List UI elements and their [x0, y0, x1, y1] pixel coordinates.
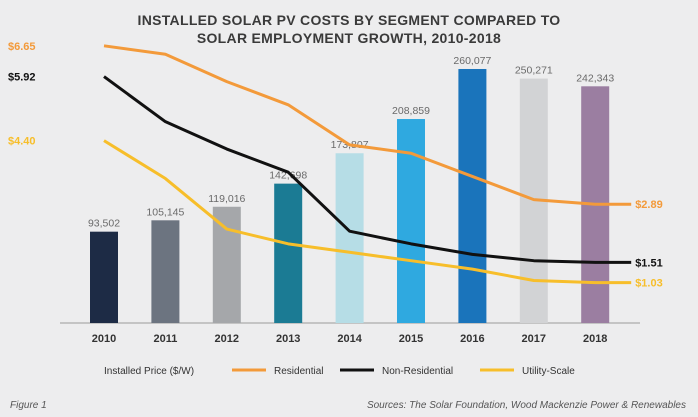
price-end-label-non-residential: $1.51 — [635, 257, 663, 269]
chart-title-line-2: SOLAR EMPLOYMENT GROWTH, 2010-2018 — [196, 30, 502, 46]
x-tick-label-2014: 2014 — [337, 333, 362, 345]
price-end-label-residential: $2.89 — [635, 199, 663, 211]
x-tick-label-2010: 2010 — [92, 333, 116, 345]
employment-bar-2010 — [90, 231, 118, 323]
bar-value-label-2016: 260,077 — [453, 55, 491, 67]
bar-value-label-2018: 242,343 — [576, 72, 614, 84]
bar-value-label-2012: 119,016 — [208, 193, 245, 205]
bar-value-label-2011: 105,145 — [146, 206, 184, 218]
employment-bar-2016 — [458, 68, 487, 324]
bar-value-label-2013: 142,698 — [269, 170, 307, 182]
x-tick-label-2011: 2011 — [153, 333, 177, 345]
price-line-non-residential — [103, 75, 632, 264]
price-line-utility-scale — [103, 139, 632, 285]
price-start-label-utility-scale: $4.40 — [8, 136, 36, 148]
bar-value-label-2010: 93,502 — [88, 218, 120, 230]
x-tick-label-2016: 2016 — [460, 333, 484, 345]
sources-note: Sources: The Solar Foundation, Wood Mack… — [366, 400, 686, 411]
chart-title-line-1: INSTALLED SOLAR PV COSTS BY SEGMENT COMP… — [137, 12, 561, 28]
bar-value-label-2015: 208,859 — [392, 105, 430, 117]
x-tick-label-2015: 2015 — [399, 333, 423, 345]
employment-bar-2011 — [151, 220, 180, 323]
legend-label-residential: Residential — [274, 366, 323, 377]
legend-label-utility-scale: Utility-Scale — [522, 366, 575, 377]
figure-label: Figure 1 — [10, 400, 47, 411]
employment-bar-2013 — [274, 183, 303, 323]
x-tick-label-2017: 2017 — [522, 333, 546, 345]
employment-bar-2014 — [335, 153, 364, 323]
x-tick-label-2012: 2012 — [215, 333, 239, 345]
price-start-label-residential: $6.65 — [8, 41, 36, 53]
price-line-residential — [103, 44, 632, 206]
employment-bar-2015 — [397, 119, 425, 323]
legend-label-non-residential: Non-Residential — [382, 366, 453, 377]
x-tick-label-2013: 2013 — [276, 333, 300, 345]
employment-bar-2012 — [212, 206, 241, 323]
x-tick-label-2018: 2018 — [583, 333, 607, 345]
bar-value-label-2017: 250,271 — [515, 65, 553, 77]
legend-title: Installed Price ($/W) — [104, 366, 194, 377]
price-start-label-non-residential: $5.92 — [8, 72, 36, 84]
price-end-label-utility-scale: $1.03 — [635, 278, 663, 290]
